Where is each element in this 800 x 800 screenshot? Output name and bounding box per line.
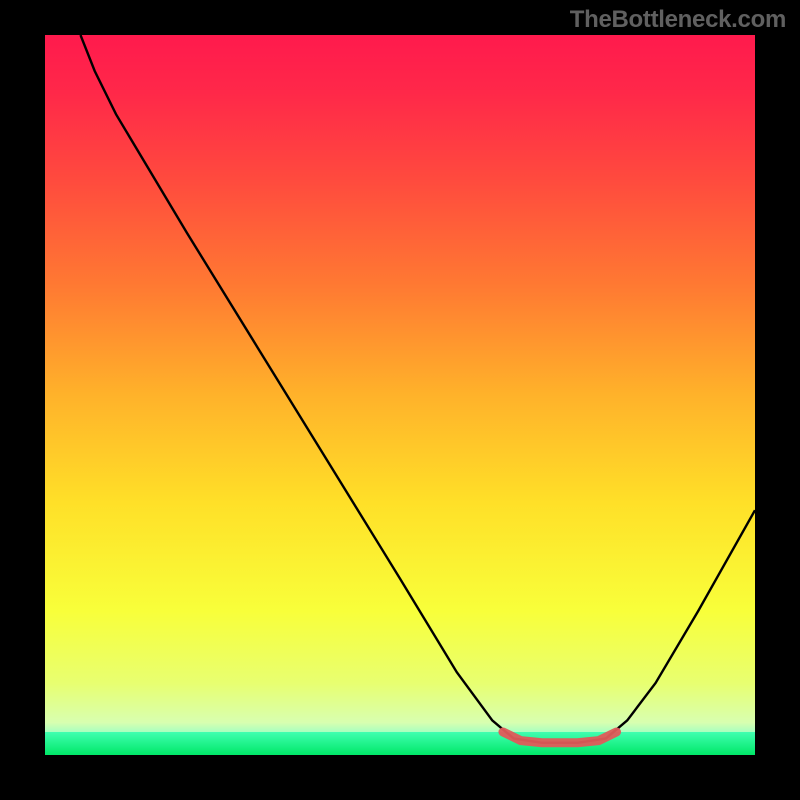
- watermark-text: TheBottleneck.com: [570, 6, 786, 34]
- plot-area: [45, 35, 755, 755]
- highlight-segment: [503, 732, 617, 743]
- bottleneck-curve: [81, 35, 756, 743]
- bottleneck-curve-svg: [45, 35, 755, 755]
- chart-container: TheBottleneck.com: [0, 0, 800, 800]
